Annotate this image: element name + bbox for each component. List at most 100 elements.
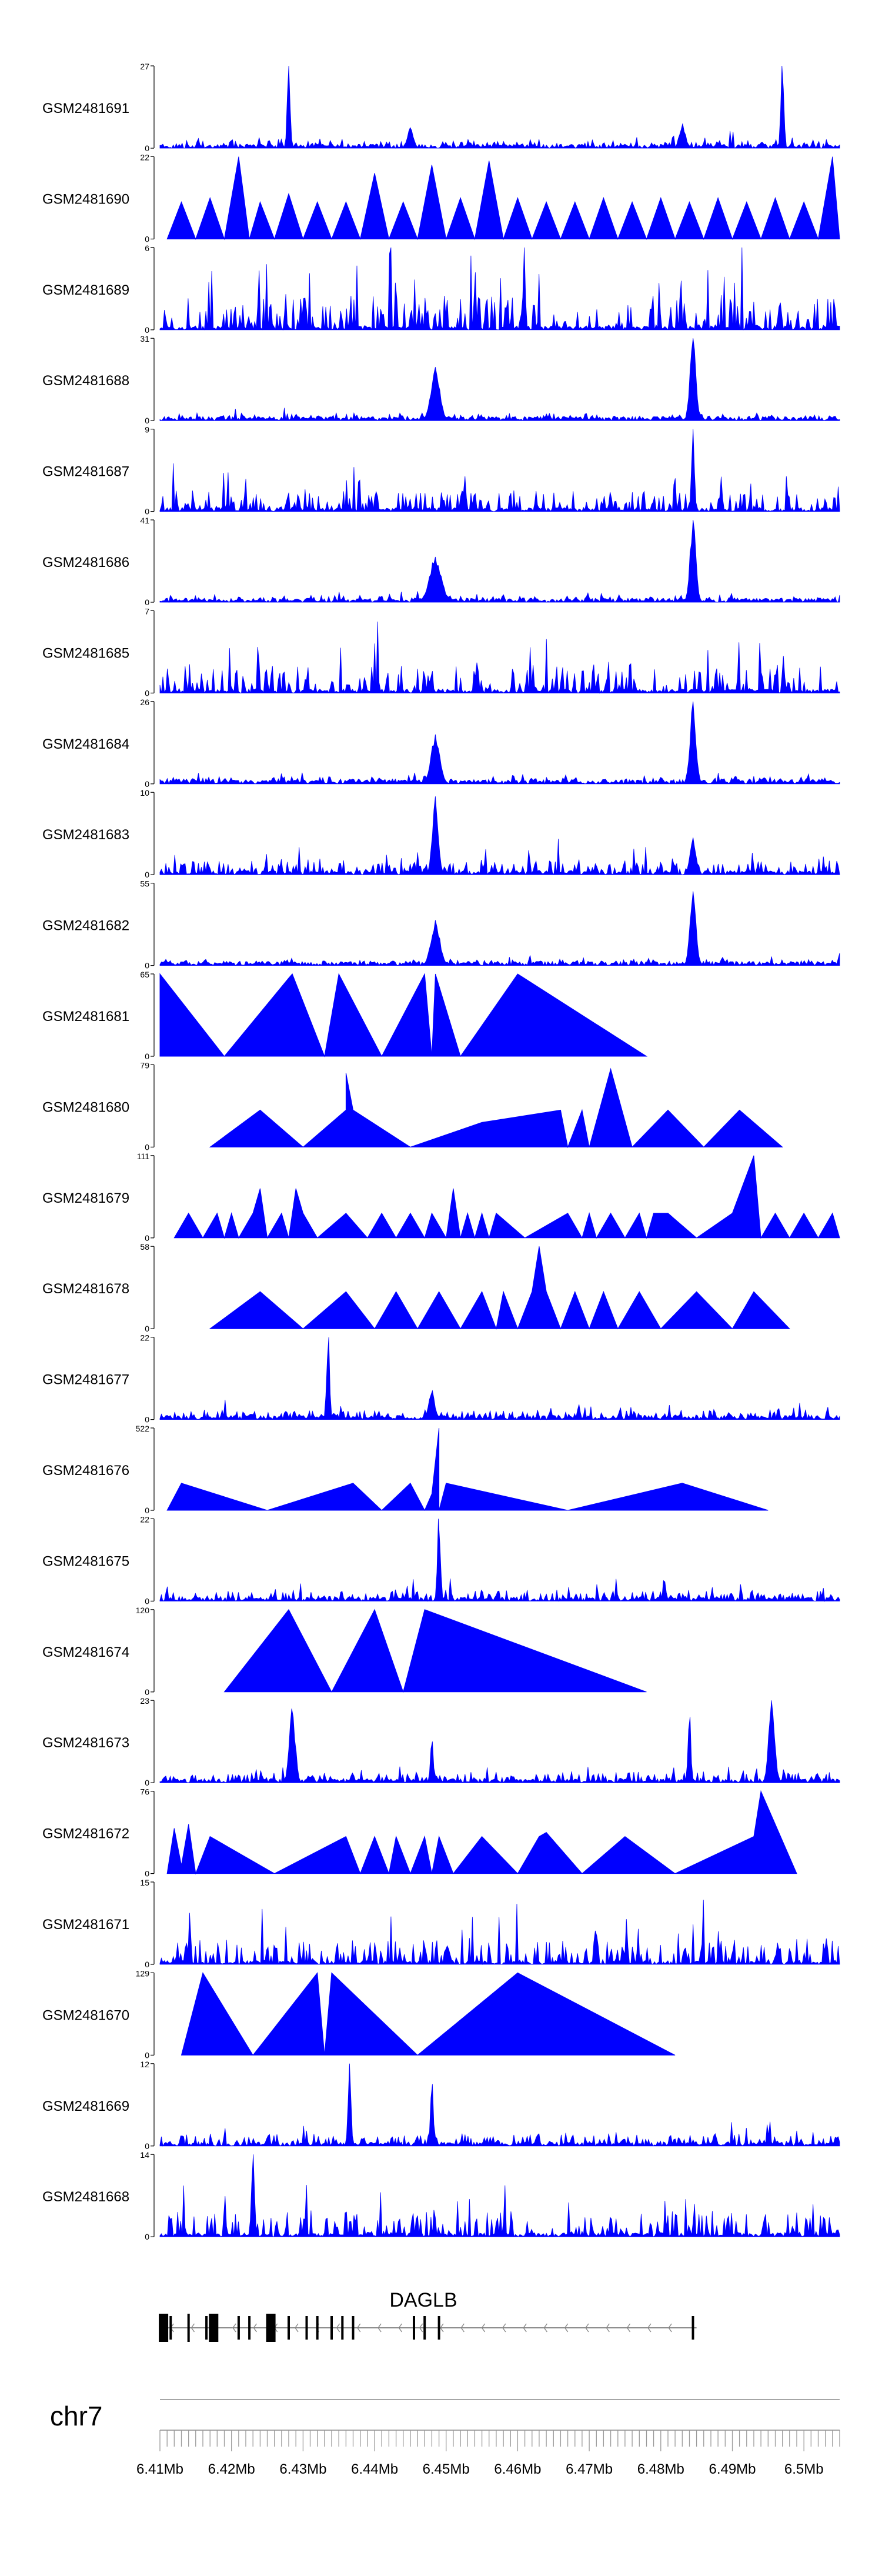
track-name: GSM2481686: [42, 555, 129, 570]
track-GSM2481683: GSM2481683 10 0: [42, 788, 840, 879]
gene-exon: [237, 2316, 240, 2340]
y-max-label: 58: [140, 1242, 149, 1252]
track-GSM2481671: GSM2481671 15 0: [42, 1878, 840, 1969]
track-GSM2481676: GSM2481676 522 0: [42, 1424, 769, 1515]
track-GSM2481675: GSM2481675 22 0: [42, 1514, 840, 1606]
track-name: GSM2481673: [42, 1735, 129, 1751]
y-max-label: 14: [140, 2150, 149, 2160]
y-zero-label: 0: [145, 779, 149, 789]
track-name: GSM2481674: [42, 1644, 129, 1660]
strand-arrow: [377, 2323, 382, 2333]
track-GSM2481682: GSM2481682 55 0: [42, 879, 840, 970]
gene-exon: [266, 2314, 276, 2342]
strand-arrow: [191, 2323, 195, 2333]
axis-tick-label: 6.48Mb: [637, 2461, 684, 2477]
strand-arrow: [626, 2323, 631, 2333]
y-max-label: 22: [140, 152, 149, 162]
strand-arrow: [564, 2323, 569, 2333]
y-max-label: 129: [136, 1968, 150, 1978]
track-name: GSM2481691: [42, 101, 129, 116]
gene-track: DAGLB: [159, 2289, 697, 2342]
track-name: GSM2481685: [42, 645, 129, 661]
coverage-area: [159, 1700, 840, 1784]
y-max-label: 15: [140, 1878, 149, 1887]
track-GSM2481679: GSM2481679 111 0: [42, 1152, 840, 1243]
track-GSM2481680: GSM2481680 79 0: [42, 1060, 784, 1152]
track-name: GSM2481676: [42, 1463, 129, 1479]
track-name: GSM2481677: [42, 1372, 129, 1388]
gene-exon: [248, 2316, 251, 2340]
coverage-area: [159, 429, 840, 512]
gene-exon: [169, 2316, 172, 2340]
y-zero-label: 0: [145, 1233, 149, 1243]
strand-arrow: [398, 2323, 402, 2333]
strand-arrow: [336, 2323, 340, 2333]
coverage-area: [159, 1519, 840, 1602]
track-name: GSM2481669: [42, 2098, 129, 2114]
coverage-area: [166, 1790, 797, 1875]
track-name: GSM2481681: [42, 1009, 129, 1025]
track-name: GSM2481682: [42, 918, 129, 934]
y-max-label: 55: [140, 879, 149, 889]
y-zero-label: 0: [145, 2141, 149, 2151]
y-max-label: 41: [140, 516, 149, 525]
coverage-area: [159, 519, 840, 603]
track-GSM2481673: GSM2481673 23 0: [42, 1696, 840, 1787]
genome-axis: chr7 6.41Mb 6.42Mb 6.43Mb 6.44Mb 6.45Mb 6.46M…: [50, 2399, 840, 2477]
track-name: GSM2481689: [42, 282, 129, 298]
y-zero-label: 0: [145, 234, 149, 243]
strand-arrow: [543, 2323, 547, 2333]
y-zero-label: 0: [145, 1778, 149, 1787]
strand-arrow: [668, 2323, 672, 2333]
track-GSM2481677: GSM2481677 22 0: [42, 1333, 840, 1424]
y-zero-label: 0: [145, 144, 149, 153]
gene-exon: [437, 2316, 440, 2340]
coverage-area: [159, 1900, 840, 1966]
strand-arrow: [295, 2323, 299, 2333]
track-name: GSM2481688: [42, 373, 129, 389]
gene-exon: [187, 2314, 190, 2342]
axis-tick-label: 6.43Mb: [279, 2461, 326, 2477]
gene-exon: [352, 2316, 355, 2340]
track-GSM2481672: GSM2481672 76 0: [42, 1787, 797, 1878]
track-name: GSM2481675: [42, 1553, 129, 1569]
y-zero-label: 0: [145, 961, 149, 970]
track-GSM2481687: GSM2481687 9 0: [42, 425, 840, 516]
coverage-area: [159, 701, 840, 785]
coverage-tracks: GSM2481691270GSM2481690220GSM248168960GS…: [42, 62, 840, 2241]
coverage-area: [159, 2063, 840, 2147]
gene-exon: [305, 2316, 308, 2340]
track-name: GSM2481680: [42, 1099, 129, 1115]
y-max-label: 9: [145, 425, 149, 435]
y-max-label: 31: [140, 334, 149, 343]
axis-tick-label: 6.49Mb: [709, 2461, 756, 2477]
strand-arrow: [481, 2323, 486, 2333]
strand-arrow: [232, 2323, 236, 2333]
track-GSM2481689: GSM2481689 6 0: [42, 243, 840, 335]
y-max-label: 12: [140, 2060, 149, 2069]
coverage-area: [223, 1609, 647, 1693]
coverage-area: [159, 338, 840, 422]
track-name: GSM2481679: [42, 1190, 129, 1206]
coverage-area: [166, 1427, 769, 1511]
y-max-label: 26: [140, 698, 149, 707]
gene-exon: [691, 2316, 694, 2340]
gene-exon: [341, 2316, 344, 2340]
y-zero-label: 0: [145, 598, 149, 607]
axis-tick-label: 6.44Mb: [351, 2461, 398, 2477]
strand-arrow: [356, 2323, 361, 2333]
y-zero-label: 0: [145, 1687, 149, 1697]
strand-arrow: [647, 2323, 652, 2333]
strand-arrow: [502, 2323, 506, 2333]
track-GSM2481686: GSM2481686 41 0: [42, 516, 840, 607]
track-GSM2481684: GSM2481684 26 0: [42, 698, 840, 789]
coverage-area: [159, 2154, 840, 2238]
coverage-area: [181, 1972, 676, 2056]
track-name: GSM2481672: [42, 1826, 129, 1842]
coverage-area: [159, 65, 840, 149]
coverage-area: [159, 973, 648, 1057]
y-zero-label: 0: [145, 688, 149, 698]
track-name: GSM2481668: [42, 2189, 129, 2205]
chromosome-label: chr7: [50, 2401, 102, 2431]
